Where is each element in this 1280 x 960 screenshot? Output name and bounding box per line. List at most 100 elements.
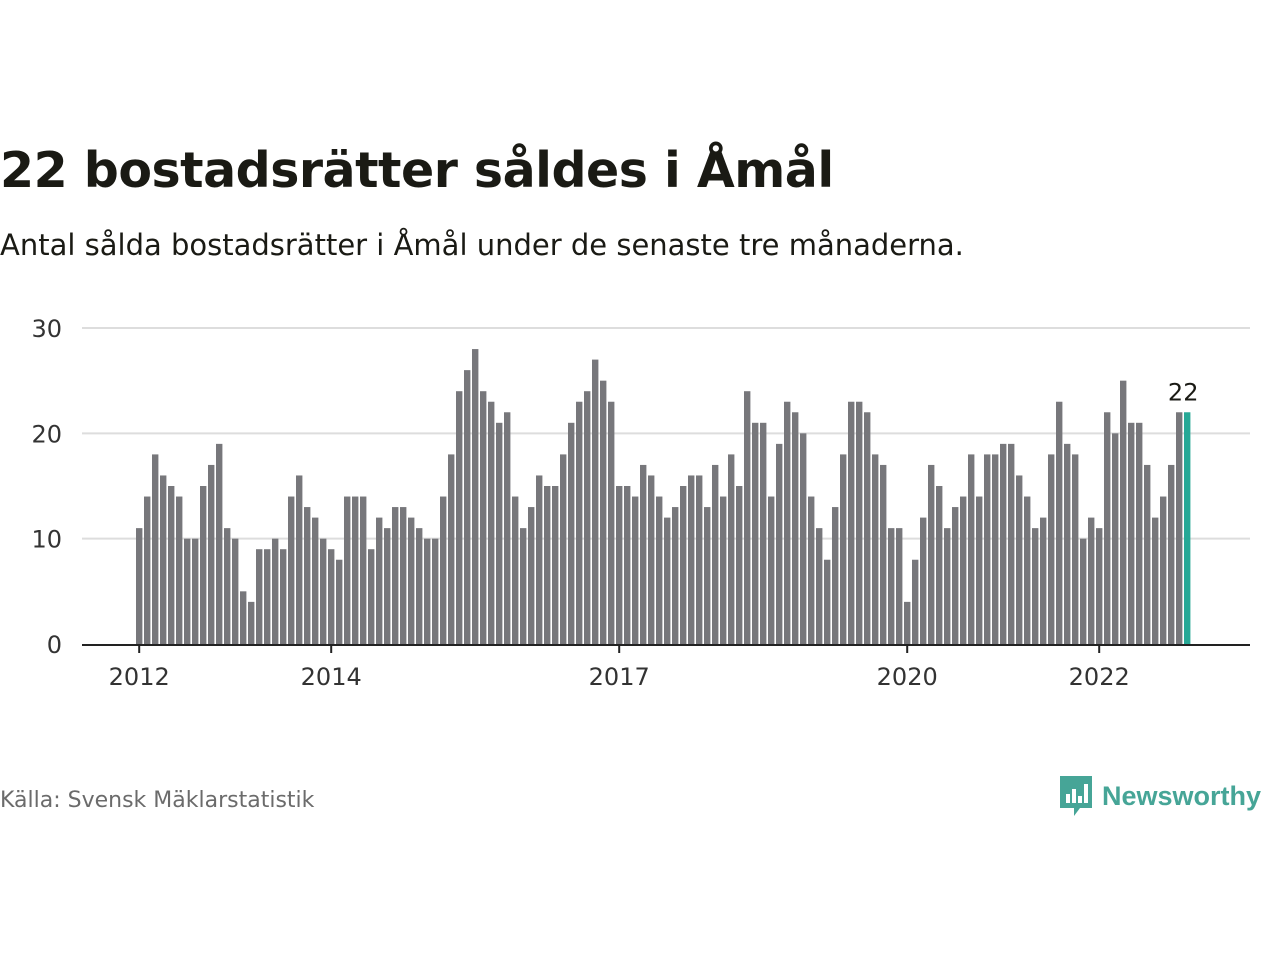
bar	[744, 391, 751, 644]
bar	[144, 496, 151, 644]
bar	[968, 454, 975, 644]
bar	[736, 486, 743, 644]
bar	[896, 528, 903, 644]
bar	[168, 486, 175, 644]
bar	[360, 496, 367, 644]
bar	[160, 475, 167, 644]
x-tick-label: 2022	[1069, 663, 1130, 691]
bar	[656, 496, 663, 644]
bar	[400, 507, 407, 644]
bar	[592, 359, 599, 644]
bar	[1048, 454, 1055, 644]
bar	[832, 507, 839, 644]
bar	[1088, 517, 1095, 644]
bar	[216, 443, 223, 644]
bar	[528, 507, 535, 644]
bar	[672, 507, 679, 644]
bar	[984, 454, 991, 644]
bar	[632, 496, 639, 644]
bar	[320, 538, 327, 644]
bar	[136, 528, 143, 644]
bar	[312, 517, 319, 644]
highlight-value-label: 22	[1168, 378, 1199, 406]
bar	[496, 422, 503, 644]
bar	[1096, 528, 1103, 644]
bar	[1120, 380, 1127, 644]
bar	[864, 412, 871, 644]
bar	[600, 380, 607, 644]
bar	[928, 464, 935, 644]
bar	[456, 391, 463, 644]
bar	[280, 549, 287, 644]
bar	[184, 538, 191, 644]
bar	[792, 412, 799, 644]
bar	[608, 401, 615, 644]
bar-chart-speech-bubble-icon	[1060, 776, 1092, 816]
bar	[464, 370, 471, 644]
bar	[472, 349, 479, 644]
bar	[664, 517, 671, 644]
bar	[1064, 443, 1071, 644]
bar	[688, 475, 695, 644]
bars-layer	[136, 349, 1191, 644]
bar	[696, 475, 703, 644]
bar	[560, 454, 567, 644]
bar	[936, 486, 943, 644]
bar	[800, 433, 807, 644]
bar	[520, 528, 527, 644]
bar	[256, 549, 263, 644]
bar	[1080, 538, 1087, 644]
bar	[416, 528, 423, 644]
bar	[1000, 443, 1007, 644]
bar	[384, 528, 391, 644]
bar	[720, 496, 727, 644]
bar	[480, 391, 487, 644]
bar	[504, 412, 511, 644]
bar	[784, 401, 791, 644]
bar	[240, 591, 247, 644]
bar	[1176, 412, 1183, 644]
x-tick-label: 2017	[589, 663, 650, 691]
bar	[856, 401, 863, 644]
x-tick-label: 2012	[109, 663, 170, 691]
brand-name: Newsworthy	[1102, 780, 1262, 811]
y-tick-label: 30	[31, 315, 62, 343]
bar	[768, 496, 775, 644]
bar	[680, 486, 687, 644]
bar	[440, 496, 447, 644]
y-tick-label: 0	[47, 631, 62, 659]
source-note: Källa: Svensk Mäklarstatistik	[0, 788, 315, 813]
bar	[408, 517, 415, 644]
y-tick-label: 20	[31, 420, 62, 448]
bar	[1016, 475, 1023, 644]
bar	[1168, 464, 1175, 644]
bar	[1040, 517, 1047, 644]
bar	[840, 454, 847, 644]
bar	[904, 601, 911, 644]
bar	[808, 496, 815, 644]
bar	[512, 496, 519, 644]
bar	[1152, 517, 1159, 644]
bar	[584, 391, 591, 644]
bar	[1032, 528, 1039, 644]
bar	[624, 486, 631, 644]
bar	[344, 496, 351, 644]
bar	[304, 507, 311, 644]
bar	[392, 507, 399, 644]
bar	[568, 422, 575, 644]
bar	[488, 401, 495, 644]
bar	[424, 538, 431, 644]
bar	[920, 517, 927, 644]
bar	[552, 486, 559, 644]
bar	[992, 454, 999, 644]
bar	[760, 422, 767, 644]
labels-layer: 0 10 20 30 2012 2014 2017 2020 2022 22	[31, 315, 1198, 691]
bar	[1072, 454, 1079, 644]
bar	[232, 538, 239, 644]
bar	[200, 486, 207, 644]
bar	[728, 454, 735, 644]
bar	[880, 464, 887, 644]
axis-layer	[82, 644, 1250, 653]
bar	[912, 559, 919, 644]
bar	[712, 464, 719, 644]
